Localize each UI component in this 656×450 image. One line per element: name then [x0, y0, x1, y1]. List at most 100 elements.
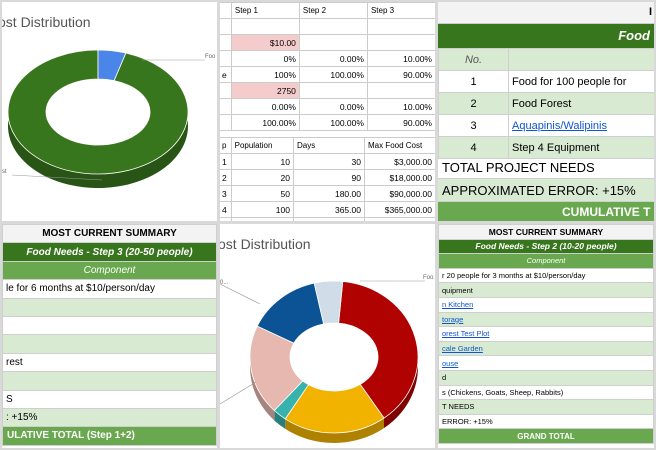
pop-cost[interactable]: $18,000.00: [363, 169, 435, 186]
summary-row: [2, 334, 217, 354]
step3-value[interactable]: 10.00%: [366, 98, 435, 115]
summary-cell: r 20 people for 3 months at $10/person/d…: [438, 267, 654, 284]
pop-cost[interactable]: $90,000.00: [363, 185, 435, 202]
summary-cell[interactable]: torage: [438, 311, 654, 328]
summary-link[interactable]: n Kitchen: [442, 300, 474, 310]
pop-pop[interactable]: 100: [230, 201, 294, 218]
pop-cost[interactable]: $1,460,000.00: [363, 217, 435, 221]
step2-value[interactable]: 100.00%: [298, 114, 368, 131]
summary-cell: : +15%: [2, 407, 217, 428]
step3-value[interactable]: 90.00%: [366, 114, 435, 131]
summary-row: [2, 315, 217, 336]
step1-value[interactable]: 100%: [230, 66, 300, 83]
pop-pop[interactable]: 10: [230, 153, 294, 170]
project-item-row: 2 Food Forest: [438, 92, 654, 115]
population-row: 4 100 365.00 $365,000.00: [220, 201, 435, 218]
project-needs-table-panel: I Food No. 1 Food for 100 people for 2 Food…: [438, 2, 654, 221]
step1-value[interactable]: 0%: [230, 50, 300, 67]
pop-days[interactable]: 365.00: [292, 201, 365, 218]
step1-value[interactable]: 2750: [230, 82, 300, 99]
summary-row: r 20 people for 3 months at $10/person/d…: [438, 267, 654, 284]
pop-cost[interactable]: $365,000.00: [363, 201, 435, 218]
summary-cell: [2, 315, 217, 336]
summary-row: T NEEDS: [438, 399, 654, 415]
summary-cell: [2, 334, 217, 354]
step3-value[interactable]: [366, 82, 435, 99]
header-step1: Step 1: [230, 2, 300, 19]
summary-step3-table: MOST CURRENT SUMMARY Food Needs - Step 3…: [2, 224, 217, 446]
pop-step[interactable]: 4: [220, 201, 232, 218]
step2-value[interactable]: [298, 34, 368, 51]
summary-cell[interactable]: n Kitchen: [438, 296, 654, 313]
pop-cost[interactable]: $3,000.00: [363, 153, 435, 170]
summary-link[interactable]: cale Garden: [442, 344, 483, 354]
row-prefix: [220, 114, 232, 131]
step1-value[interactable]: $10.00: [230, 34, 300, 51]
pop-pop[interactable]: 400: [230, 217, 294, 221]
step1-value[interactable]: [230, 18, 300, 35]
row-prefix: [220, 82, 232, 99]
leader-line: [220, 381, 257, 405]
cumulative-total: CUMULATIVE T: [438, 202, 654, 221]
summary-row: s (Chickens, Goats, Sheep, Rabbits): [438, 384, 654, 401]
param-row: 2750: [220, 82, 435, 99]
pop-days[interactable]: 90: [292, 169, 365, 186]
step2-value[interactable]: [298, 82, 368, 99]
donut-hole: [290, 323, 378, 391]
step2-value[interactable]: 100.00%: [298, 66, 368, 83]
item-number: 2: [438, 92, 509, 115]
summary-cell[interactable]: orest Test Plot: [438, 326, 654, 342]
step3-value[interactable]: [366, 34, 435, 51]
slice-label-bottom: st: [2, 169, 7, 175]
step3-value[interactable]: [366, 18, 435, 35]
population-row: 1 10 30 $3,000.00: [220, 153, 435, 170]
summary-text: r 20 people for 3 months at $10/person/d…: [442, 271, 586, 281]
summary-link[interactable]: ouse: [442, 358, 459, 368]
step3-value[interactable]: 10.00%: [366, 50, 435, 67]
pop-pop[interactable]: 50: [230, 185, 294, 202]
population-cost-table: p Population Days Max Food Cost 1 10 30 $3,…: [220, 137, 435, 221]
step1-value[interactable]: 100.00%: [230, 114, 300, 131]
header-step: p: [220, 137, 232, 154]
pop-pop[interactable]: 20: [230, 169, 294, 186]
summary-cell[interactable]: ouse: [438, 355, 654, 371]
step2-value[interactable]: 0.00%: [298, 50, 368, 67]
summary-row: le for 6 months at $10/person/day: [2, 279, 217, 299]
row-prefix: [220, 18, 232, 35]
approximated-error: APPROXIMATED ERROR: +15%: [438, 179, 654, 202]
header-step2: Step 2: [298, 2, 368, 19]
summary-link[interactable]: orest Test Plot: [442, 329, 490, 339]
donut-slice[interactable]: [7, 49, 189, 175]
slice-label-top: Foo: [423, 275, 434, 281]
item-link[interactable]: Aquapinis/Walipinis: [508, 114, 654, 137]
population-row: 2 20 90 $18,000.00: [220, 169, 435, 186]
row-prefix: [220, 50, 232, 67]
summary-step2-panel: MOST CURRENT SUMMARY Food Needs - Step 2…: [438, 224, 654, 448]
project-item-row: 1 Food for 100 people for: [438, 70, 654, 93]
step-parameters-table: Step 1 Step 2 Step 3 $10.00 0% 0.00% 10.00%…: [220, 2, 435, 131]
pop-days[interactable]: 365.00: [292, 217, 365, 221]
step1-value[interactable]: 0.00%: [230, 98, 300, 115]
summary-cell[interactable]: cale Garden: [438, 340, 654, 357]
item-text[interactable]: Aquapinis/Walipinis: [512, 119, 607, 132]
summary-row: [2, 371, 217, 391]
pop-days[interactable]: 30: [292, 153, 365, 170]
summary-cell: T NEEDS: [438, 399, 654, 415]
summary-text: d: [442, 373, 447, 383]
step2-value[interactable]: 0.00%: [298, 98, 368, 115]
item-number: 1: [438, 70, 509, 93]
project-item-row: 4 Step 4 Equipment: [438, 136, 654, 159]
summary-link[interactable]: torage: [442, 314, 464, 324]
row-prefix: [220, 34, 232, 51]
grand-total-row: GRAND TOTAL: [438, 428, 654, 444]
summary-step3-panel: MOST CURRENT SUMMARY Food Needs - Step 3…: [2, 224, 217, 448]
pop-days[interactable]: 180.00: [292, 185, 365, 202]
step2-value[interactable]: [298, 18, 368, 35]
pop-step[interactable]: 2: [220, 169, 232, 186]
pop-step[interactable]: 1: [220, 153, 232, 170]
step3-value[interactable]: 90.00%: [366, 66, 435, 83]
cumulative-total-row: ULATIVE TOTAL (Step 1+2): [2, 426, 217, 446]
summary-cell: [2, 371, 217, 391]
pop-step[interactable]: 5: [220, 217, 232, 221]
pop-step[interactable]: 3: [220, 185, 232, 202]
